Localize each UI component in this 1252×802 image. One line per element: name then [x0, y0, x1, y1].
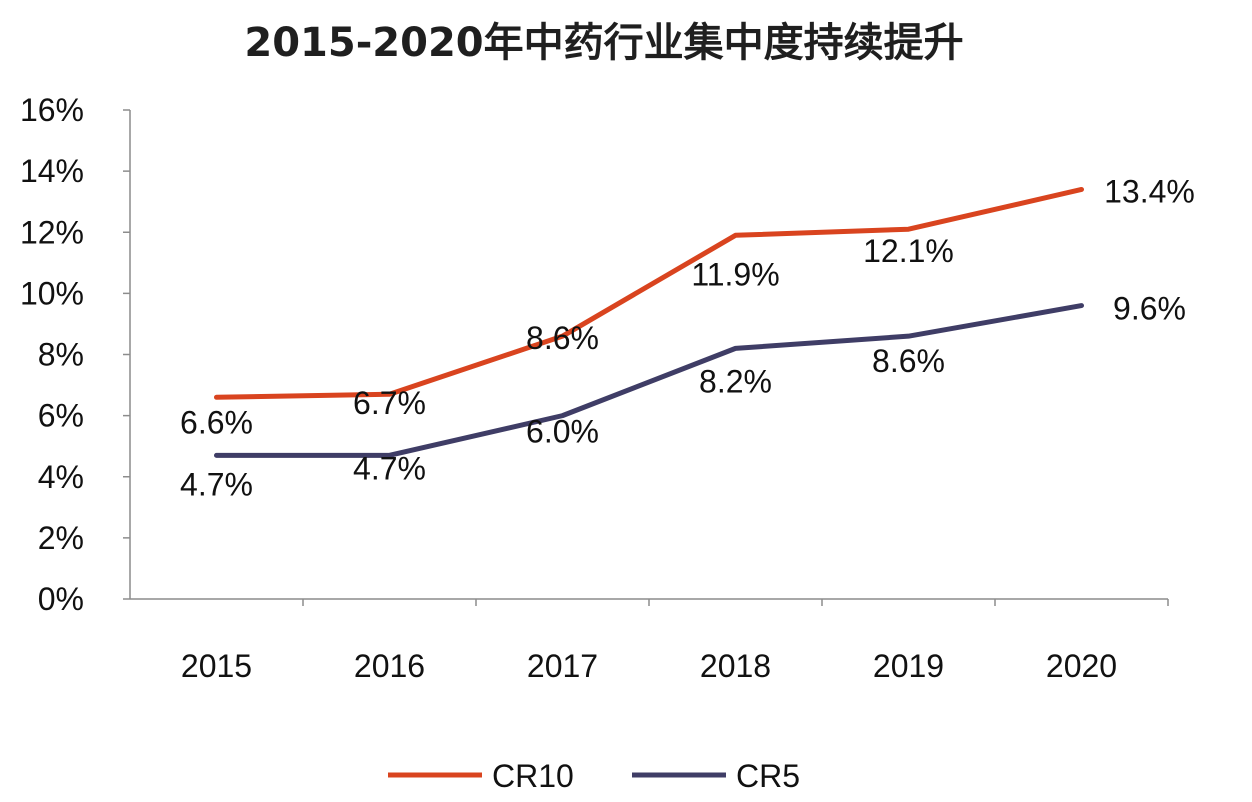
x-tick-label: 2015	[181, 648, 252, 684]
series-line-cr10	[214, 186, 1084, 400]
data-label-cr10: 6.6%	[180, 404, 253, 440]
y-tick-label: 0%	[38, 581, 84, 617]
y-tick-label: 12%	[20, 214, 84, 250]
series-layer	[214, 186, 1084, 458]
legend: CR10 CR5	[388, 758, 800, 794]
data-label-cr10: 13.4%	[1104, 173, 1195, 209]
y-tick-label: 4%	[38, 459, 84, 495]
y-tick-label: 8%	[38, 337, 84, 373]
axes: 0% 2% 4% 6% 8% 10% 12% 14% 16% 2015 2016 2017 2018 20…	[20, 92, 1169, 684]
y-tick-label: 16%	[20, 92, 84, 128]
data-label-cr5: 6.0%	[526, 414, 599, 450]
data-label-cr5: 9.6%	[1113, 291, 1186, 327]
data-label-cr10: 6.7%	[353, 385, 426, 421]
x-tick-label: 2016	[354, 648, 425, 684]
y-tick-label: 10%	[20, 275, 84, 311]
x-tick-label: 2020	[1046, 648, 1117, 684]
y-tick-label: 14%	[20, 153, 84, 189]
legend-label-cr10: CR10	[492, 758, 574, 794]
data-label-cr10: 12.1%	[863, 233, 954, 269]
y-tick-label: 6%	[38, 398, 84, 434]
chart-title: 2015-2020年中药行业集中度持续提升	[244, 20, 963, 66]
x-tick-label: 2017	[527, 648, 598, 684]
x-tick-label: 2018	[700, 648, 771, 684]
y-tick-label: 2%	[38, 520, 84, 556]
data-label-cr5: 4.7%	[180, 466, 253, 502]
data-label-cr10: 8.6%	[526, 320, 599, 356]
data-label-cr5: 4.7%	[353, 450, 426, 486]
x-tick-label: 2019	[873, 648, 944, 684]
data-label-cr10: 11.9%	[691, 256, 779, 292]
legend-label-cr5: CR5	[736, 758, 800, 794]
data-labels: 6.6% 6.7% 8.6% 11.9% 12.1% 13.4% 4.7% 4.7% 6.0% 8…	[180, 173, 1195, 502]
data-label-cr5: 8.2%	[699, 363, 772, 399]
data-label-cr5: 8.6%	[872, 343, 945, 379]
series-line-cr5	[214, 303, 1084, 458]
